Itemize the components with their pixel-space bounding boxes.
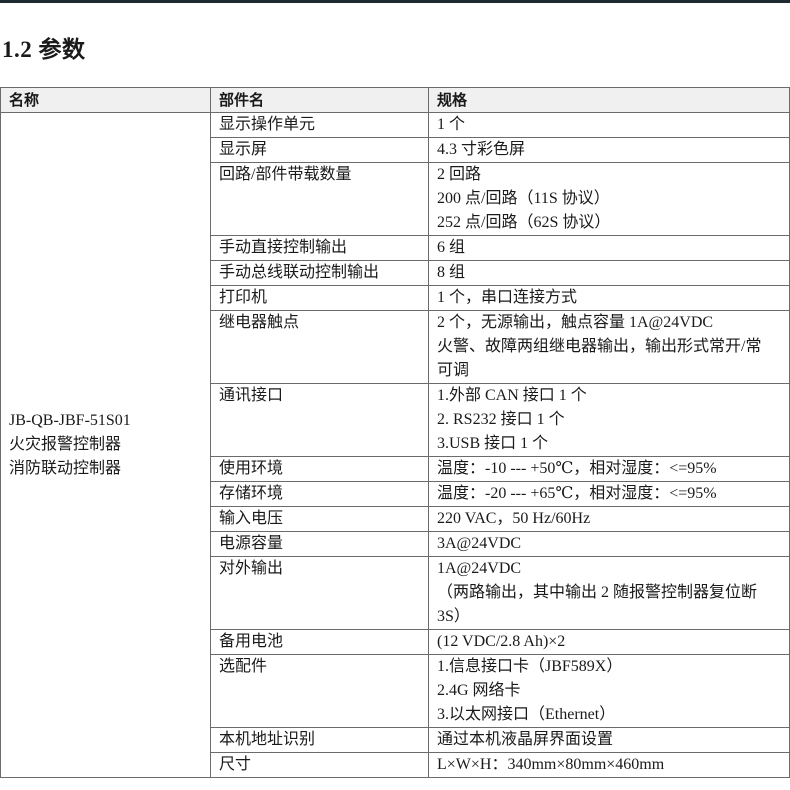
- spec-cell: 1 个: [428, 112, 790, 138]
- product-name-cell: JB-QB-JBF-51S01 火灾报警控制器 消防联动控制器: [0, 112, 211, 778]
- spec-line: 3.以太网接口（Ethernet）: [437, 706, 616, 723]
- spec-line: 2 个，无源输出，触点容量 1A@24VDC: [437, 314, 714, 331]
- spec-line: 252 点/回路（62S 协议）: [437, 214, 611, 231]
- top-rule: [0, 0, 790, 3]
- spec-cell: 1 个，串口连接方式: [428, 285, 790, 311]
- spec-line: （两路输出，其中输出 2 随报警控制器复位断: [437, 584, 758, 601]
- table-row: 选配件 1.信息接口卡（JBF589X） 2.4G 网络卡 3.以太网接口（Ether…: [1, 654, 790, 728]
- spec-line: 1 个: [437, 116, 466, 133]
- table-row: 对外输出 1A@24VDC （两路输出，其中输出 2 随报警控制器复位断 3S）: [1, 556, 790, 630]
- spec-cell: (12 VDC/2.8 Ah)×2: [428, 629, 790, 655]
- spec-cell: 220 VAC，50 Hz/60Hz: [428, 506, 790, 532]
- spec-cell: 温度：-20 --- +65℃，相对湿度：<=95%: [428, 481, 790, 507]
- table-header-row: 名称 部件名 规格: [0, 87, 790, 113]
- part-name-cell: 手动直接控制输出: [210, 235, 429, 261]
- table-row: 输入电压 220 VAC，50 Hz/60Hz: [1, 506, 790, 532]
- part-name-cell: 使用环境: [210, 456, 429, 482]
- table-row: 备用电池 (12 VDC/2.8 Ah)×2: [1, 629, 790, 655]
- spec-line: 1A@24VDC: [437, 560, 522, 577]
- spec-line: 火警、故障两组继电器输出，输出形式常开/常: [437, 338, 762, 355]
- spec-line: 3A@24VDC: [437, 535, 522, 552]
- part-name-cell: 尺寸: [210, 752, 429, 778]
- header-spec: 规格: [428, 87, 790, 113]
- spec-line: 200 点/回路（11S 协议）: [437, 190, 610, 207]
- spec-line: (12 VDC/2.8 Ah)×2: [437, 633, 566, 650]
- spec-cell: 2 回路 200 点/回路（11S 协议） 252 点/回路（62S 协议）: [428, 162, 790, 236]
- part-name-cell: 输入电压: [210, 506, 429, 532]
- spec-line: 2 回路: [437, 166, 482, 183]
- spec-cell: 1.外部 CAN 接口 1 个 2. RS232 接口 1 个 3.USB 接口 1…: [428, 383, 790, 457]
- table-row: 打印机 1 个，串口连接方式: [1, 285, 790, 311]
- table-row: 回路/部件带载数量 2 回路 200 点/回路（11S 协议） 252 点/回路（62…: [1, 162, 790, 236]
- part-name-cell: 备用电池: [210, 629, 429, 655]
- spec-cell: 4.3 寸彩色屏: [428, 137, 790, 163]
- table-row: 通讯接口 1.外部 CAN 接口 1 个 2. RS232 接口 1 个 3.USB …: [1, 383, 790, 457]
- part-name-cell: 显示操作单元: [210, 112, 429, 138]
- spec-line: 4.3 寸彩色屏: [437, 141, 526, 158]
- table-row: 尺寸 L×W×H：340mm×80mm×460mm: [1, 752, 790, 778]
- spec-cell: 通过本机液晶屏界面设置: [428, 727, 790, 753]
- spec-line: 温度：-20 --- +65℃，相对湿度：<=95%: [437, 485, 717, 502]
- spec-cell: 1.信息接口卡（JBF589X） 2.4G 网络卡 3.以太网接口（Ethernet…: [428, 654, 790, 728]
- table-row: 本机地址识别 通过本机液晶屏界面设置: [1, 727, 790, 753]
- spec-line: 2. RS232 接口 1 个: [437, 411, 565, 428]
- parameters-table: 名称 部件名 规格 JB-QB-JBF-51S01 火灾报警控制器 消防联动控制器 显…: [0, 87, 790, 778]
- spec-line: 通过本机液晶屏界面设置: [437, 731, 614, 748]
- part-name-cell: 显示屏: [210, 137, 429, 163]
- table-row: 显示屏 4.3 寸彩色屏: [1, 137, 790, 163]
- spec-line: 温度：-10 --- +50℃，相对湿度：<=95%: [437, 460, 717, 477]
- spec-line: 3.USB 接口 1 个: [437, 435, 549, 452]
- product-name-line: 消防联动控制器: [9, 460, 122, 477]
- part-name-cell: 打印机: [210, 285, 429, 311]
- spec-line: 3S）: [437, 608, 470, 625]
- part-name-cell: 存储环境: [210, 481, 429, 507]
- header-part: 部件名: [210, 87, 429, 113]
- spec-line: 1 个，串口连接方式: [437, 289, 578, 306]
- part-name-cell: 通讯接口: [210, 383, 429, 457]
- part-name-cell: 本机地址识别: [210, 727, 429, 753]
- spec-line: 1.信息接口卡（JBF589X）: [437, 658, 623, 675]
- product-name-line: 火灾报警控制器: [9, 436, 122, 453]
- table-row: 手动直接控制输出 6 组: [1, 235, 790, 261]
- part-name-cell: 对外输出: [210, 556, 429, 630]
- table-row: 电源容量 3A@24VDC: [1, 531, 790, 557]
- section-title: 1.2 参数: [2, 37, 86, 62]
- spec-cell: L×W×H：340mm×80mm×460mm: [428, 752, 790, 778]
- part-name-cell: 手动总线联动控制输出: [210, 260, 429, 286]
- spec-line: 6 组: [437, 239, 466, 256]
- spec-line: 8 组: [437, 264, 466, 281]
- spec-line: L×W×H：340mm×80mm×460mm: [437, 756, 665, 773]
- spec-cell: 3A@24VDC: [428, 531, 790, 557]
- table-row: JB-QB-JBF-51S01 火灾报警控制器 消防联动控制器 显示操作单元 1 个: [0, 112, 790, 778]
- spec-cell: 6 组: [428, 235, 790, 261]
- spec-line: 2.4G 网络卡: [437, 682, 521, 699]
- spec-line: 220 VAC，50 Hz/60Hz: [437, 510, 591, 527]
- product-name-line: JB-QB-JBF-51S01: [9, 412, 131, 429]
- table-row: 存储环境 温度：-20 --- +65℃，相对湿度：<=95%: [1, 481, 790, 507]
- part-name-cell: 继电器触点: [210, 310, 429, 384]
- part-name-cell: 回路/部件带载数量: [210, 162, 429, 236]
- spec-line: 1.外部 CAN 接口 1 个: [437, 387, 587, 404]
- header-name: 名称: [0, 87, 211, 113]
- spec-cell: 1A@24VDC （两路输出，其中输出 2 随报警控制器复位断 3S）: [428, 556, 790, 630]
- spec-line: 可调: [437, 362, 470, 379]
- spec-cell: 温度：-10 --- +50℃，相对湿度：<=95%: [428, 456, 790, 482]
- part-name-cell: 电源容量: [210, 531, 429, 557]
- spec-cell: 8 组: [428, 260, 790, 286]
- spec-cell: 2 个，无源输出，触点容量 1A@24VDC 火警、故障两组继电器输出，输出形式常…: [428, 310, 790, 384]
- table-row: 手动总线联动控制输出 8 组: [1, 260, 790, 286]
- part-name-cell: 选配件: [210, 654, 429, 728]
